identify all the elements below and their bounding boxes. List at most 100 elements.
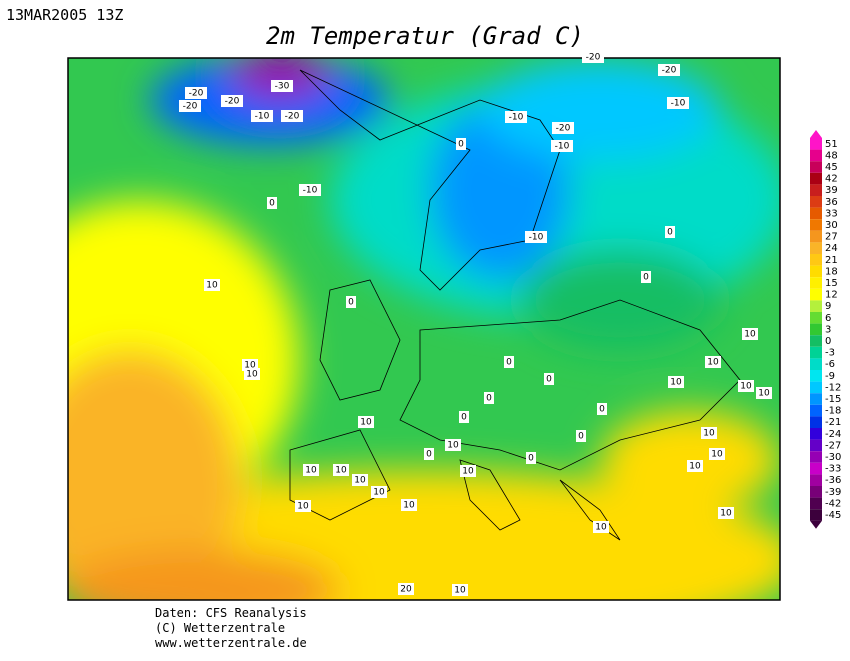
contour-label: -30 [275, 82, 290, 92]
contour-label: -20 [556, 124, 571, 134]
contour-label-bg [544, 373, 554, 385]
contour-label: 0 [269, 199, 275, 209]
contour-label-bg [668, 376, 684, 388]
contour-label: 0 [528, 454, 534, 464]
contour-label: 10 [670, 378, 682, 388]
colorbar-label: -18 [825, 406, 841, 417]
date-stamp: 13MAR2005 13Z [6, 6, 123, 24]
contour-label: 10 [305, 466, 317, 476]
contour-label-bg [687, 460, 703, 472]
contour-label-bg [709, 448, 725, 460]
contour-label: 0 [599, 405, 605, 415]
colorbar-swatch [810, 428, 822, 440]
contour-label: 10 [244, 361, 256, 371]
colorbar-swatch [810, 509, 822, 521]
contour-label: 10 [703, 429, 715, 439]
contour-label-bg [484, 392, 494, 404]
colorbar-label: 9 [825, 301, 831, 312]
colorbar-label: -27 [825, 440, 841, 451]
contour-label: -10 [529, 233, 544, 243]
colorbar-label: -45 [825, 510, 841, 521]
contour-label-bg [460, 465, 476, 477]
contour-label: -20 [662, 66, 677, 76]
colorbar-label: -6 [825, 359, 835, 370]
colorbar-label: 33 [825, 208, 838, 219]
contour-label-bg [705, 356, 721, 368]
colorbar-label: -39 [825, 487, 841, 498]
contour-label: 0 [506, 358, 512, 368]
contour-label-bg [371, 486, 387, 498]
contour-label-bg [244, 368, 260, 380]
contour-label: 10 [335, 466, 347, 476]
contour-label: 0 [348, 298, 354, 308]
contour-label: 10 [711, 450, 723, 460]
colorbar-swatch [810, 196, 822, 208]
contour-label: 10 [447, 441, 459, 451]
contour-label: 20 [400, 585, 412, 595]
colorbar-label: -21 [825, 417, 841, 428]
contour-label-bg [665, 226, 675, 238]
contour-label: 10 [689, 462, 701, 472]
contour-label-bg [424, 448, 434, 460]
contour-label-bg [718, 507, 734, 519]
contour-label-bg [333, 464, 349, 476]
contour-label-bg [551, 140, 573, 152]
colorbar-swatch [810, 184, 822, 196]
colorbar-swatch [810, 161, 822, 173]
contour-label: 10 [454, 586, 466, 596]
contour-label-bg [358, 416, 374, 428]
contour-label-bg [459, 411, 469, 423]
contour-label-bg [179, 100, 201, 112]
colorbar-swatch [810, 335, 822, 347]
colorbar-label: -15 [825, 394, 841, 405]
contour-label: 10 [354, 476, 366, 486]
contour-label-bg [346, 296, 356, 308]
colorbar-swatch [810, 254, 822, 266]
contour-label: 0 [643, 273, 649, 283]
contour-label: 10 [758, 389, 770, 399]
contour-label: 0 [546, 375, 552, 385]
contour-label-bg [504, 356, 514, 368]
contour-label-bg [303, 464, 319, 476]
colorbar-swatch [810, 486, 822, 498]
footer-url: www.wetterzentrale.de [155, 636, 307, 650]
colorbar-swatch [810, 474, 822, 486]
contour-label: -10 [255, 112, 270, 122]
colorbar-label: 21 [825, 255, 838, 266]
contour-label-bg [742, 328, 758, 340]
colorbar-label: 0 [825, 336, 831, 347]
colorbar-label: 39 [825, 185, 838, 196]
contour-label-bg [295, 500, 311, 512]
contour-label: -20 [586, 53, 601, 63]
colorbar-label: -9 [825, 371, 835, 382]
contour-label-bg [267, 197, 277, 209]
contour-label-bg [701, 427, 717, 439]
contour-label-bg [185, 87, 207, 99]
contour-label-bg [452, 584, 468, 596]
contour-label: 10 [595, 523, 607, 533]
colorbar-swatch [810, 219, 822, 231]
contour-label-bg [281, 110, 303, 122]
contour-label: -20 [183, 102, 198, 112]
contour-label: 10 [206, 281, 218, 291]
colorbar-label: 48 [825, 150, 838, 161]
colorbar-label: 45 [825, 162, 838, 173]
colorbar-label: -33 [825, 464, 841, 475]
colorbar-swatch [810, 265, 822, 278]
contour-label-bg [597, 403, 607, 415]
colorbar-swatch [810, 451, 822, 463]
colorbar-swatch [810, 439, 822, 452]
contour-label: 0 [426, 450, 432, 460]
colorbar-arrow-bottom [810, 520, 822, 529]
colorbar-label: -36 [825, 475, 841, 486]
colorbar-label: -3 [825, 348, 835, 359]
contour-label: 0 [486, 394, 492, 404]
contour-label-bg [271, 80, 293, 92]
contour-label-bg [658, 64, 680, 76]
colorbar-swatch [810, 393, 822, 405]
map-title: 2m Temperatur (Grad C) [266, 22, 584, 50]
colorbar-label: 51 [825, 139, 838, 150]
colorbar-swatch [810, 288, 822, 301]
colorbar-swatch [810, 462, 822, 475]
colorbar-swatch [810, 207, 822, 220]
